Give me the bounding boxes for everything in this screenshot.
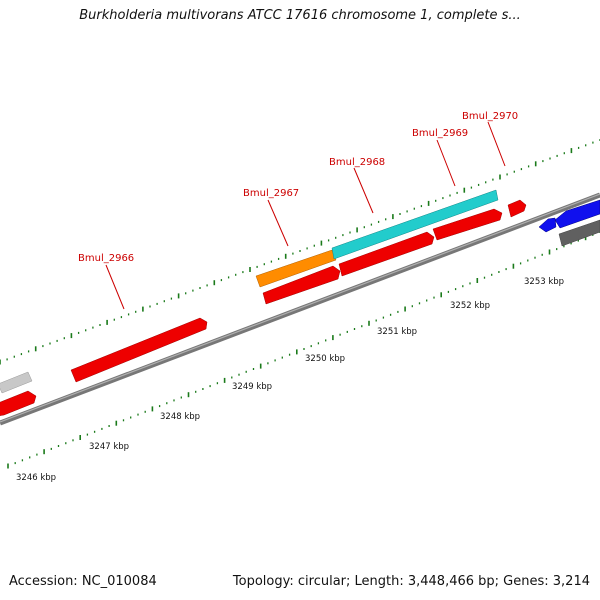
feature-red-left[interactable] <box>0 390 37 416</box>
scale-labels: 3246 kbp 3247 kbp 3248 kbp 3249 kbp 3250… <box>16 277 564 483</box>
backbone <box>0 192 600 426</box>
feature-blue-right[interactable] <box>554 199 600 229</box>
map-title: Burkholderia multivorans ATCC 17616 chro… <box>79 8 521 23</box>
genome-stats-text: Topology: circular; Length: 3,448,466 bp… <box>232 574 590 589</box>
gene-label-bmul-2966[interactable]: Bmul_2966 <box>78 253 134 264</box>
gene-bmul-2970[interactable] <box>507 199 527 218</box>
scale-label-3251: 3251 kbp <box>377 327 417 337</box>
scale-label-3247: 3247 kbp <box>89 442 129 452</box>
feature-orange[interactable] <box>255 249 337 288</box>
label-leaders <box>105 121 506 310</box>
scale-label-3246: 3246 kbp <box>16 473 56 483</box>
feature-dark-right[interactable] <box>558 219 600 247</box>
feature-cyan[interactable] <box>331 189 499 260</box>
gene-label-bmul-2967[interactable]: Bmul_2967 <box>243 188 299 199</box>
accession-text: Accession: NC_010084 <box>9 574 157 589</box>
inner-tick-row <box>7 231 600 469</box>
gene-label-bmul-2969[interactable]: Bmul_2969 <box>412 128 468 139</box>
gene-bmul-2969[interactable] <box>432 208 503 241</box>
feature-gray-left[interactable] <box>0 371 33 394</box>
feature-blue-small[interactable] <box>538 217 557 233</box>
gene-label-bmul-2968[interactable]: Bmul_2968 <box>329 157 385 168</box>
gene-bmul-2968[interactable] <box>338 231 435 277</box>
scale-label-3250: 3250 kbp <box>305 354 345 364</box>
gene-bmul-2967-part[interactable] <box>262 265 341 305</box>
gene-bmul-2966[interactable] <box>70 317 208 383</box>
gene-label-bmul-2970[interactable]: Bmul_2970 <box>462 111 518 122</box>
scale-label-3248: 3248 kbp <box>160 412 200 422</box>
gene-labels: Bmul_2966 Bmul_2967 Bmul_2968 Bmul_2969 … <box>78 111 518 264</box>
outer-tick-row <box>0 139 600 365</box>
feature-track-upper <box>255 189 499 288</box>
scale-label-3253: 3253 kbp <box>524 277 564 287</box>
scale-label-3249: 3249 kbp <box>232 382 272 392</box>
feature-track-lower <box>0 199 600 416</box>
scale-label-3252: 3252 kbp <box>450 301 490 311</box>
